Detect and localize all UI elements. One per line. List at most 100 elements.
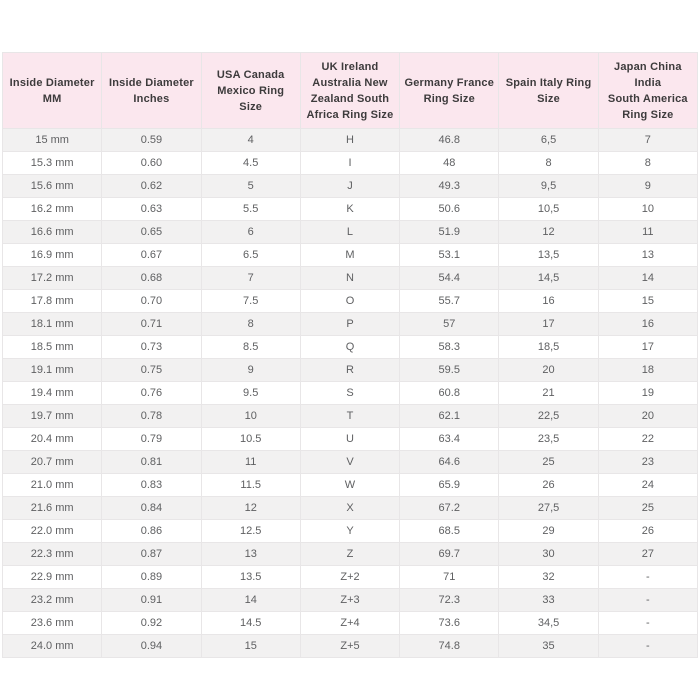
table-cell: 0.70 — [101, 289, 202, 313]
table-head-row: Inside Diameter MM Inside Diameter Inches… — [1, 52, 699, 129]
table-cell: 10 — [200, 404, 301, 428]
table-cell: 0.65 — [101, 220, 202, 244]
table-cell: 74.8 — [399, 634, 500, 658]
table-cell: 65.9 — [399, 473, 500, 497]
table-cell: 19 — [597, 381, 699, 405]
table-cell: 14 — [200, 588, 301, 612]
table-cell: - — [597, 588, 699, 612]
table-cell: 15.3 mm — [1, 151, 103, 175]
table-cell: 17 — [597, 335, 699, 359]
table-cell: Z+4 — [299, 611, 401, 635]
table-cell: 0.78 — [101, 404, 202, 428]
table-cell: 23 — [597, 450, 699, 474]
table-cell: 22.3 mm — [1, 542, 103, 566]
table-cell: Z+5 — [299, 634, 401, 658]
table-cell: U — [299, 427, 401, 451]
table-cell: 21.0 mm — [1, 473, 103, 497]
table-cell: 19.1 mm — [1, 358, 103, 382]
table-cell: 0.81 — [101, 450, 202, 474]
table-cell: 49.3 — [399, 174, 500, 198]
table-cell: 8 — [498, 151, 599, 175]
table-cell: 34,5 — [498, 611, 599, 635]
table-cell: 24.0 mm — [1, 634, 103, 658]
table-row: 18.1 mm 0.71 8 P 57 17 16 — [1, 312, 699, 336]
table-cell: 7 — [200, 266, 301, 290]
table-cell: 14.5 — [200, 611, 301, 635]
table-cell: V — [299, 450, 401, 474]
table-cell: 8 — [200, 312, 301, 336]
table-cell: 50.6 — [399, 197, 500, 221]
table-row: 22.9 mm 0.89 13.5 Z+2 71 32- — [1, 565, 699, 589]
ring-size-table-container: Inside Diameter MM Inside Diameter Inches… — [1, 52, 699, 658]
table-cell: 20 — [498, 358, 599, 382]
table-row: 20.4 mm 0.79 10.5 U 63.4 23,5 22 — [1, 427, 699, 451]
table-row: 21.0 mm 0.83 11.5 W 65.9 26 24 — [1, 473, 699, 497]
table-cell: 0.79 — [101, 427, 202, 451]
table-row: 15.6 mm 0.62 5 J 49.3 9,5 9 — [1, 174, 699, 198]
table-cell: 53.1 — [399, 243, 500, 267]
table-cell: 21 — [498, 381, 599, 405]
table-cell: Q — [299, 335, 401, 359]
table-cell: 54.4 — [399, 266, 500, 290]
table-cell: Z+2 — [299, 565, 401, 589]
table-cell: 10,5 — [498, 197, 599, 221]
table-cell: 0.86 — [101, 519, 202, 543]
table-row: 16.2 mm 0.63 5.5 K 50.6 10,5 10 — [1, 197, 699, 221]
table-cell: 13 — [597, 243, 699, 267]
table-cell: 0.91 — [101, 588, 202, 612]
table-row: 19.7 mm 0.78 10 T 62.1 22,5 20 — [1, 404, 699, 428]
table-cell: 25 — [498, 450, 599, 474]
table-cell: 0.62 — [101, 174, 202, 198]
table-row: 19.1 mm 0.75 9 R 59.5 20 18 — [1, 358, 699, 382]
ring-size-conversion-table: Inside Diameter MM Inside Diameter Inches… — [1, 52, 699, 658]
table-cell: 26 — [597, 519, 699, 543]
table-cell: 0.67 — [101, 243, 202, 267]
table-row: 19.4 mm 0.76 9.5 S 60.8 21 19 — [1, 381, 699, 405]
table-cell: 6 — [200, 220, 301, 244]
table-cell: 7.5 — [200, 289, 301, 313]
table-cell: 69.7 — [399, 542, 500, 566]
table-cell: 20.7 mm — [1, 450, 103, 474]
table-cell: 15.6 mm — [1, 174, 103, 198]
table-cell: 18 — [597, 358, 699, 382]
table-cell: 4 — [200, 128, 301, 152]
table-cell: 13 — [200, 542, 301, 566]
table-cell: 0.63 — [101, 197, 202, 221]
table-row: 15 mm 0.59 4 H 46.8 6,5 7 — [1, 128, 699, 152]
table-head: Inside Diameter MM Inside Diameter Inches… — [1, 52, 699, 129]
table-row: 24.0 mm 0.94 15 Z+5 74.8 35- — [1, 634, 699, 658]
table-cell: 0.76 — [101, 381, 202, 405]
table-row: 16.6 mm 0.65 6 L 51.9 12 11 — [1, 220, 699, 244]
table-cell: 22.9 mm — [1, 565, 103, 589]
column-header: Germany France Ring Size — [399, 52, 500, 129]
table-cell: 10.5 — [200, 427, 301, 451]
table-cell: 48 — [399, 151, 500, 175]
table-cell: 25 — [597, 496, 699, 520]
table-cell: 20.4 mm — [1, 427, 103, 451]
table-cell: 0.68 — [101, 266, 202, 290]
table-body: 15 mm 0.59 4 H 46.8 6,5 7 15.3 mm 0.60 4.5 I 48 8 8 15… — [1, 128, 699, 658]
table-cell: 12 — [498, 220, 599, 244]
table-cell: 58.3 — [399, 335, 500, 359]
table-cell: W — [299, 473, 401, 497]
table-cell: P — [299, 312, 401, 336]
table-cell: 9 — [597, 174, 699, 198]
table-cell: 6.5 — [200, 243, 301, 267]
table-cell: 9.5 — [200, 381, 301, 405]
table-cell: 15 — [597, 289, 699, 313]
table-cell: 26 — [498, 473, 599, 497]
table-cell: 11 — [200, 450, 301, 474]
table-cell: 62.1 — [399, 404, 500, 428]
table-cell: 22 — [597, 427, 699, 451]
table-row: 23.6 mm 0.92 14.5 Z+4 73.6 34,5- — [1, 611, 699, 635]
table-cell: 73.6 — [399, 611, 500, 635]
table-row: 20.7 mm 0.81 11 V 64.6 25 23 — [1, 450, 699, 474]
table-row: 17.2 mm 0.68 7 N 54.4 14,5 14 — [1, 266, 699, 290]
table-cell: 29 — [498, 519, 599, 543]
table-cell: 21.6 mm — [1, 496, 103, 520]
table-cell: 12 — [200, 496, 301, 520]
table-cell: 35 — [498, 634, 599, 658]
table-cell: 11 — [597, 220, 699, 244]
table-row: 18.5 mm 0.73 8.5 Q 58.3 18,5 17 — [1, 335, 699, 359]
table-cell: 18.1 mm — [1, 312, 103, 336]
